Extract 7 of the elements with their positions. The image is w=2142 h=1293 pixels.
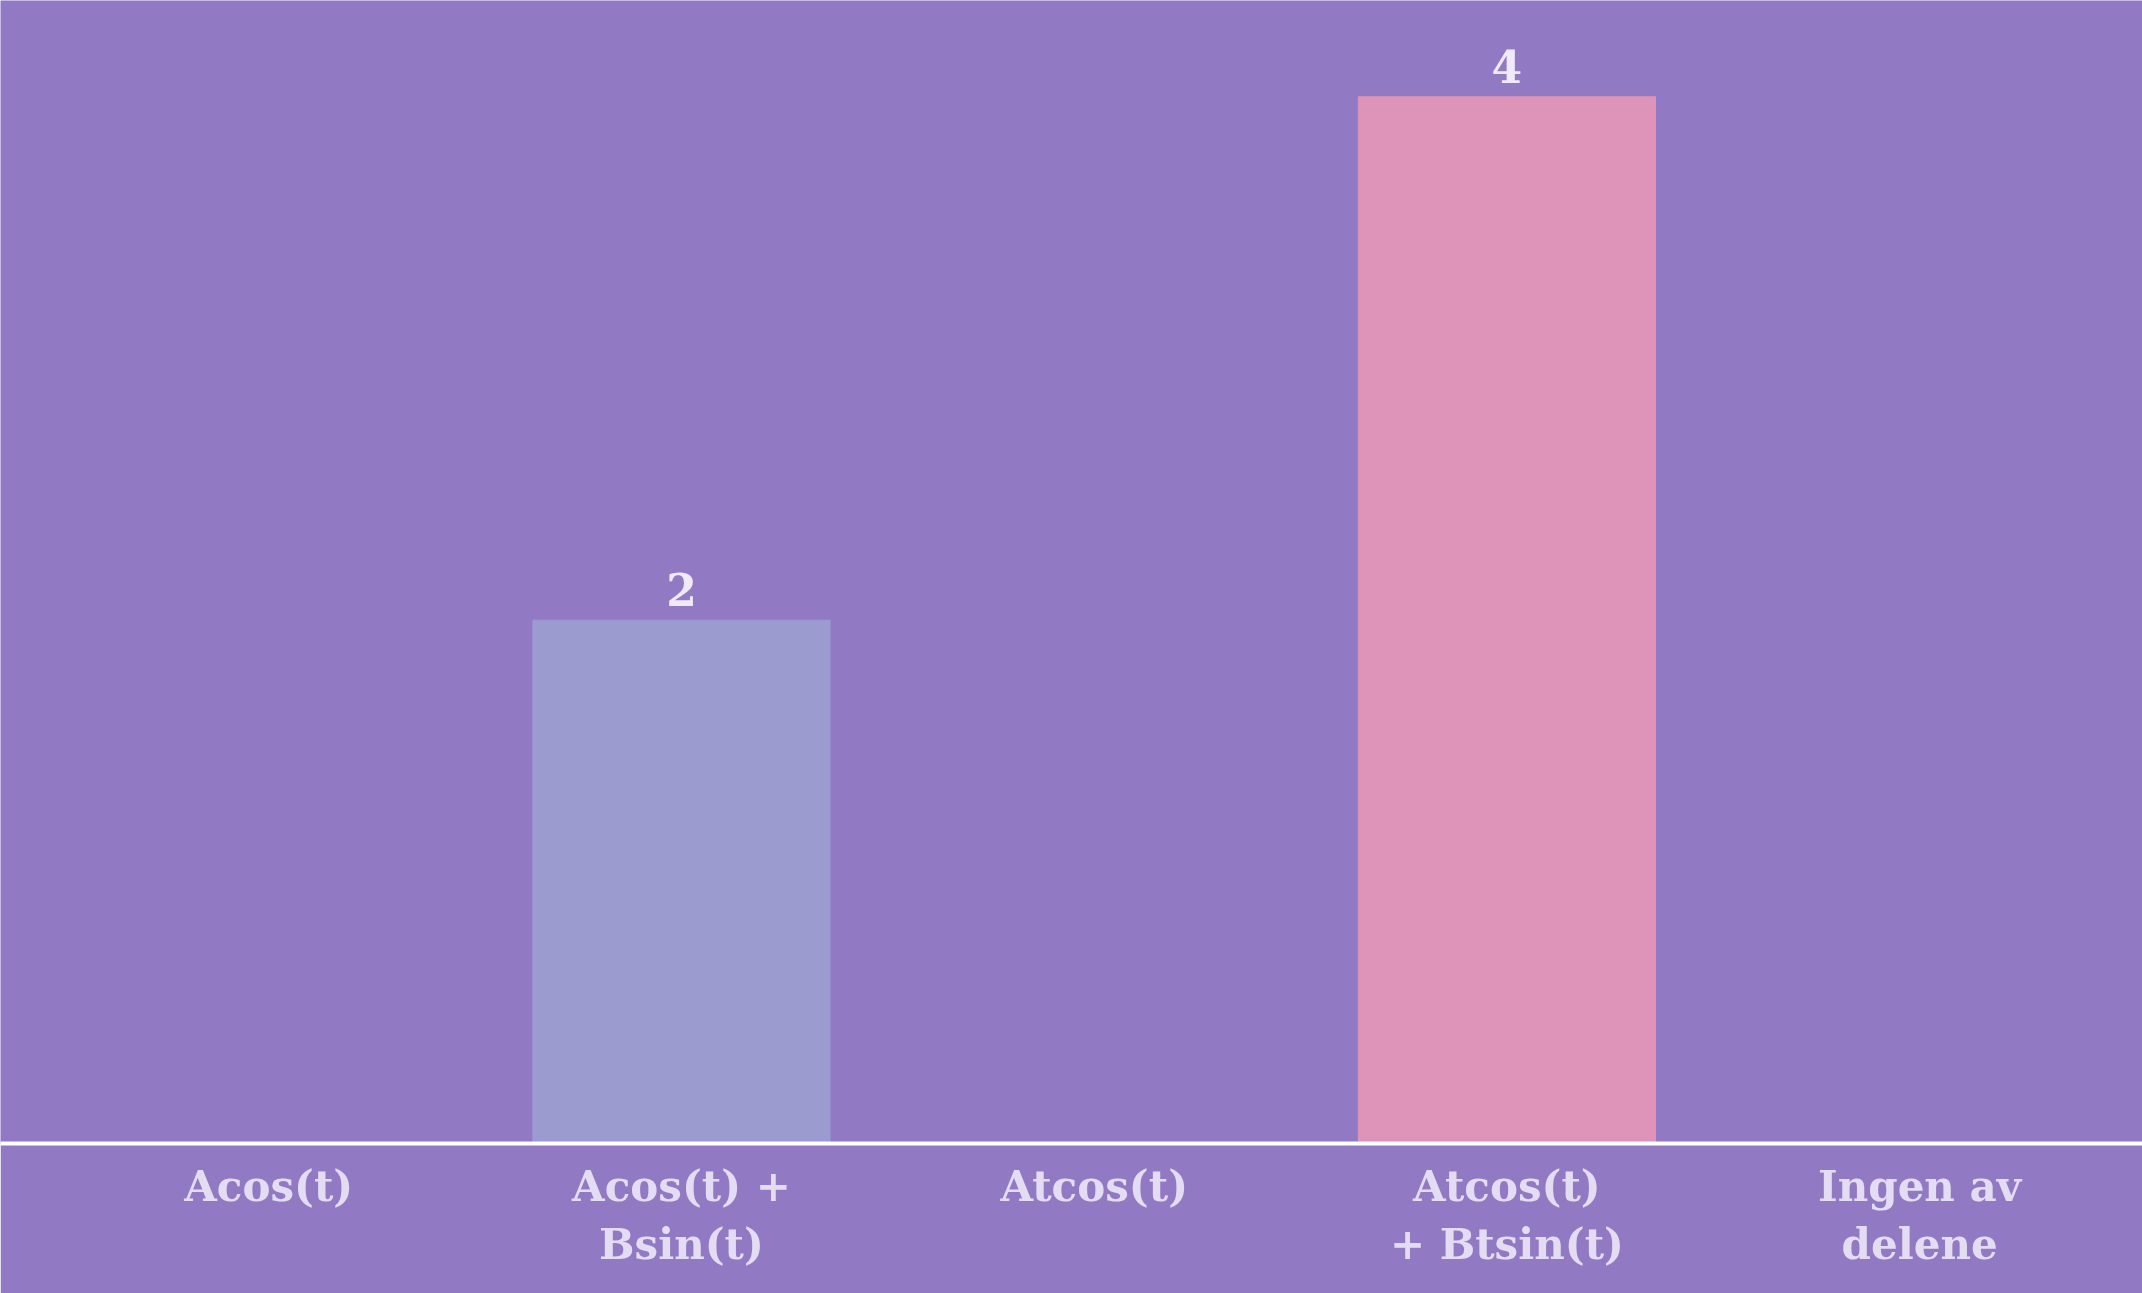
x-tick-label: Acos(t) — [183, 1161, 354, 1211]
x-tick-label: Atcos(t) — [999, 1161, 1189, 1211]
data-label: 2 — [666, 565, 697, 617]
data-label: 4 — [1491, 41, 1523, 93]
x-tick-label: Acos(t) + Bsin(t) — [571, 1161, 791, 1270]
x-tick-label: Atcos(t) + Btsin(t) — [1389, 1161, 1624, 1270]
x-tick-label: Ingen av delene — [1818, 1161, 2023, 1270]
